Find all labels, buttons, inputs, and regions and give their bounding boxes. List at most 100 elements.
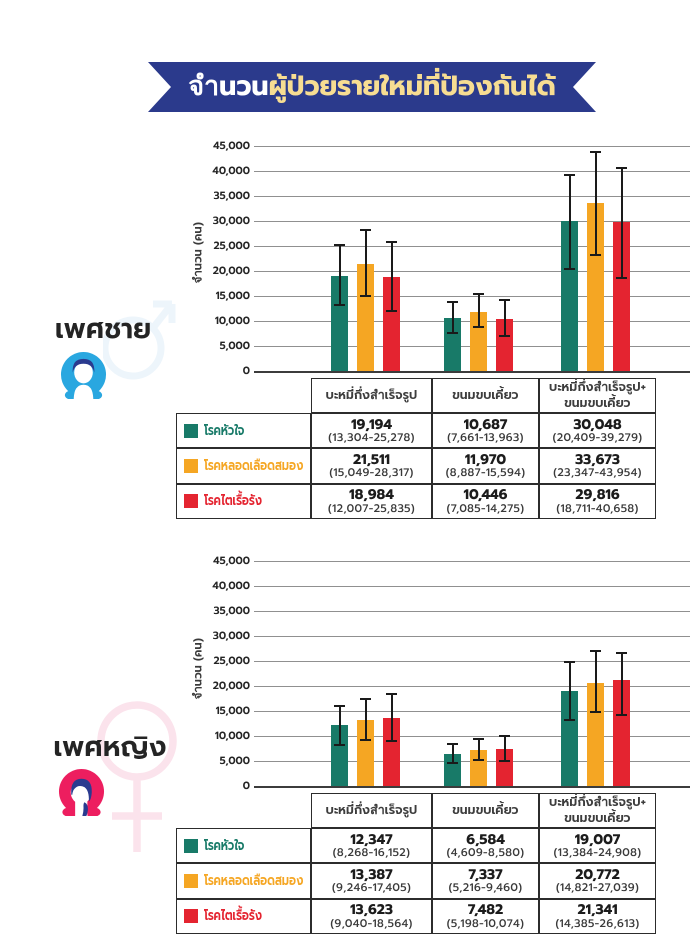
case-count: 13,623 bbox=[350, 899, 393, 921]
error-bar-cap bbox=[564, 268, 575, 271]
bar-stroke bbox=[357, 263, 374, 372]
y-tick-label: 35,000 bbox=[213, 188, 250, 204]
gridline bbox=[254, 636, 690, 637]
value-cell: 29,816 (18,711-40,658) bbox=[539, 483, 656, 519]
value-cell-content: 20,772 (14,821-27,039) bbox=[540, 864, 655, 897]
confidence-interval: (14,385-26,613) bbox=[555, 914, 640, 932]
bar-heart bbox=[331, 724, 348, 787]
female-symbol-watermark bbox=[97, 701, 177, 852]
error-bar-cap bbox=[564, 174, 575, 177]
y-tick-label: 5,000 bbox=[219, 753, 250, 769]
error-bar-cap bbox=[360, 698, 371, 701]
y-tick-label: 30,000 bbox=[212, 628, 250, 644]
bar-kidney bbox=[613, 222, 630, 372]
confidence-interval: (15,049-28,317) bbox=[329, 464, 414, 482]
error-bar-cap bbox=[334, 704, 345, 707]
legend-item: โรคหัวใจ bbox=[177, 829, 310, 862]
category-header: ขนมขบเคี้ยว bbox=[433, 794, 538, 827]
category-header-line: ขนมขบเคี้ยว bbox=[564, 393, 631, 413]
error-bar-line bbox=[451, 743, 454, 764]
value-cell: 19,194 (13,304-25,278) bbox=[311, 413, 432, 449]
y-tick-label: 15,000 bbox=[215, 288, 250, 304]
confidence-interval: (12,007-25,835) bbox=[328, 499, 415, 517]
value-cell-content: 29,816 (18,711-40,658) bbox=[540, 485, 655, 518]
bar-heart bbox=[444, 753, 461, 787]
confidence-interval: (8,268-16,152) bbox=[332, 844, 411, 862]
category-header-line: บะหมี่กึ่งสำเร็จรูป bbox=[325, 385, 418, 405]
bar-heart bbox=[444, 318, 461, 372]
value-cell: 30,048 (20,409-39,279) bbox=[539, 413, 656, 449]
category-header: บะหมี่กึ่งสำเร็จรูป bbox=[312, 794, 431, 827]
confidence-interval: (14,821-27,039) bbox=[555, 879, 640, 897]
gridline bbox=[254, 736, 690, 737]
value-cell-content: 21,341 (14,385-26,613) bbox=[540, 900, 655, 933]
y-tick-label: 45,000 bbox=[213, 138, 250, 154]
disease-name: โรคหัวใจ bbox=[204, 834, 245, 856]
case-count: 18,984 bbox=[349, 484, 394, 506]
bar-stroke bbox=[587, 682, 604, 787]
value-cell-content: 7,482 (5,198-10,074) bbox=[433, 900, 538, 933]
gridline bbox=[254, 146, 690, 147]
bar-kidney bbox=[496, 319, 513, 372]
section-label-female: เพศหญิง bbox=[53, 725, 167, 768]
value-cell-content: 33,673 (23,347-43,954) bbox=[540, 449, 655, 482]
confidence-interval: (9,040-18,564) bbox=[330, 914, 413, 932]
case-count: 13,387 bbox=[350, 863, 393, 885]
gridline bbox=[254, 661, 690, 662]
error-bar-cap bbox=[499, 759, 510, 762]
legend-cell: โรคหลอดเลือดสมอง bbox=[176, 448, 311, 484]
error-bar-cap bbox=[447, 762, 458, 765]
bar-stroke bbox=[470, 749, 487, 787]
category-header: บะหมี่กึ่งสำเร็จรูป bbox=[312, 379, 431, 412]
error-bar-cap bbox=[386, 310, 397, 313]
value-cell: 6,584 (4,609-8,580) bbox=[432, 828, 539, 864]
section-label-male: เพศชาย bbox=[54, 307, 152, 350]
y-tick-label: 35,000 bbox=[213, 603, 250, 619]
category-header-cell: ขนมขบเคี้ยว bbox=[432, 793, 539, 828]
y-tick-label: 0 bbox=[242, 363, 250, 379]
bar-heart bbox=[561, 691, 578, 787]
value-cell-content: 10,446 (7,085-14,275) bbox=[433, 485, 538, 518]
error-bar-line bbox=[364, 699, 367, 741]
legend-item: โรคหลอดเลือดสมอง bbox=[177, 449, 310, 482]
value-cell: 11,970 (8,887-15,594) bbox=[432, 448, 539, 484]
case-count: 19,007 bbox=[574, 828, 621, 850]
legend-cell: โรคหัวใจ bbox=[176, 828, 311, 864]
error-bar-line bbox=[503, 736, 506, 761]
value-cell: 21,511 (15,049-28,317) bbox=[311, 448, 432, 484]
value-cell-content: 19,007 (13,384-24,908) bbox=[540, 829, 655, 862]
value-cell: 19,007 (13,384-24,908) bbox=[539, 828, 656, 864]
gridline bbox=[254, 561, 690, 562]
error-bar-cap bbox=[473, 326, 484, 329]
error-bar-line bbox=[568, 175, 571, 270]
category-header-cell: บะหมี่กึ่งสำเร็จรูป bbox=[311, 793, 432, 828]
error-bar-cap bbox=[360, 295, 371, 298]
error-bar-cap bbox=[616, 167, 627, 170]
legend-swatch-kidney bbox=[184, 494, 198, 509]
value-cell: 10,446 (7,085-14,275) bbox=[432, 483, 539, 519]
error-bar-cap bbox=[590, 711, 601, 714]
y-tick-label: 20,000 bbox=[212, 263, 250, 279]
error-bar-cap bbox=[473, 759, 484, 762]
disease-name: โรคไตเรื้อรัง bbox=[204, 905, 262, 927]
value-cell: 18,984 (12,007-25,835) bbox=[311, 483, 432, 519]
case-count: 11,970 bbox=[464, 448, 507, 470]
y-tick-label: 10,000 bbox=[214, 728, 250, 744]
value-cell-content: 30,048 (20,409-39,279) bbox=[540, 414, 655, 447]
error-bar-cap bbox=[616, 652, 627, 655]
legend-item: โรคไตเรื้อรัง bbox=[177, 485, 310, 518]
legend-item: โรคหลอดเลือดสมอง bbox=[177, 864, 310, 897]
value-cell-content: 11,970 (8,887-15,594) bbox=[433, 449, 538, 482]
male-symbol-watermark bbox=[103, 300, 176, 380]
confidence-interval: (7,661-13,963) bbox=[447, 429, 524, 447]
x-axis-line bbox=[254, 370, 690, 373]
gridline bbox=[254, 221, 690, 222]
case-count: 10,687 bbox=[463, 413, 508, 435]
error-bar-cap bbox=[564, 718, 575, 721]
case-count: 21,511 bbox=[353, 448, 390, 470]
error-bar-line bbox=[620, 653, 623, 715]
category-header-line: ขนมขบเคี้ยว bbox=[564, 808, 631, 828]
value-cell: 20,772 (14,821-27,039) bbox=[539, 863, 656, 899]
category-header-line: บะหมี่กึ่งสำเร็จรูป bbox=[325, 800, 418, 820]
bar-stroke bbox=[587, 203, 604, 372]
